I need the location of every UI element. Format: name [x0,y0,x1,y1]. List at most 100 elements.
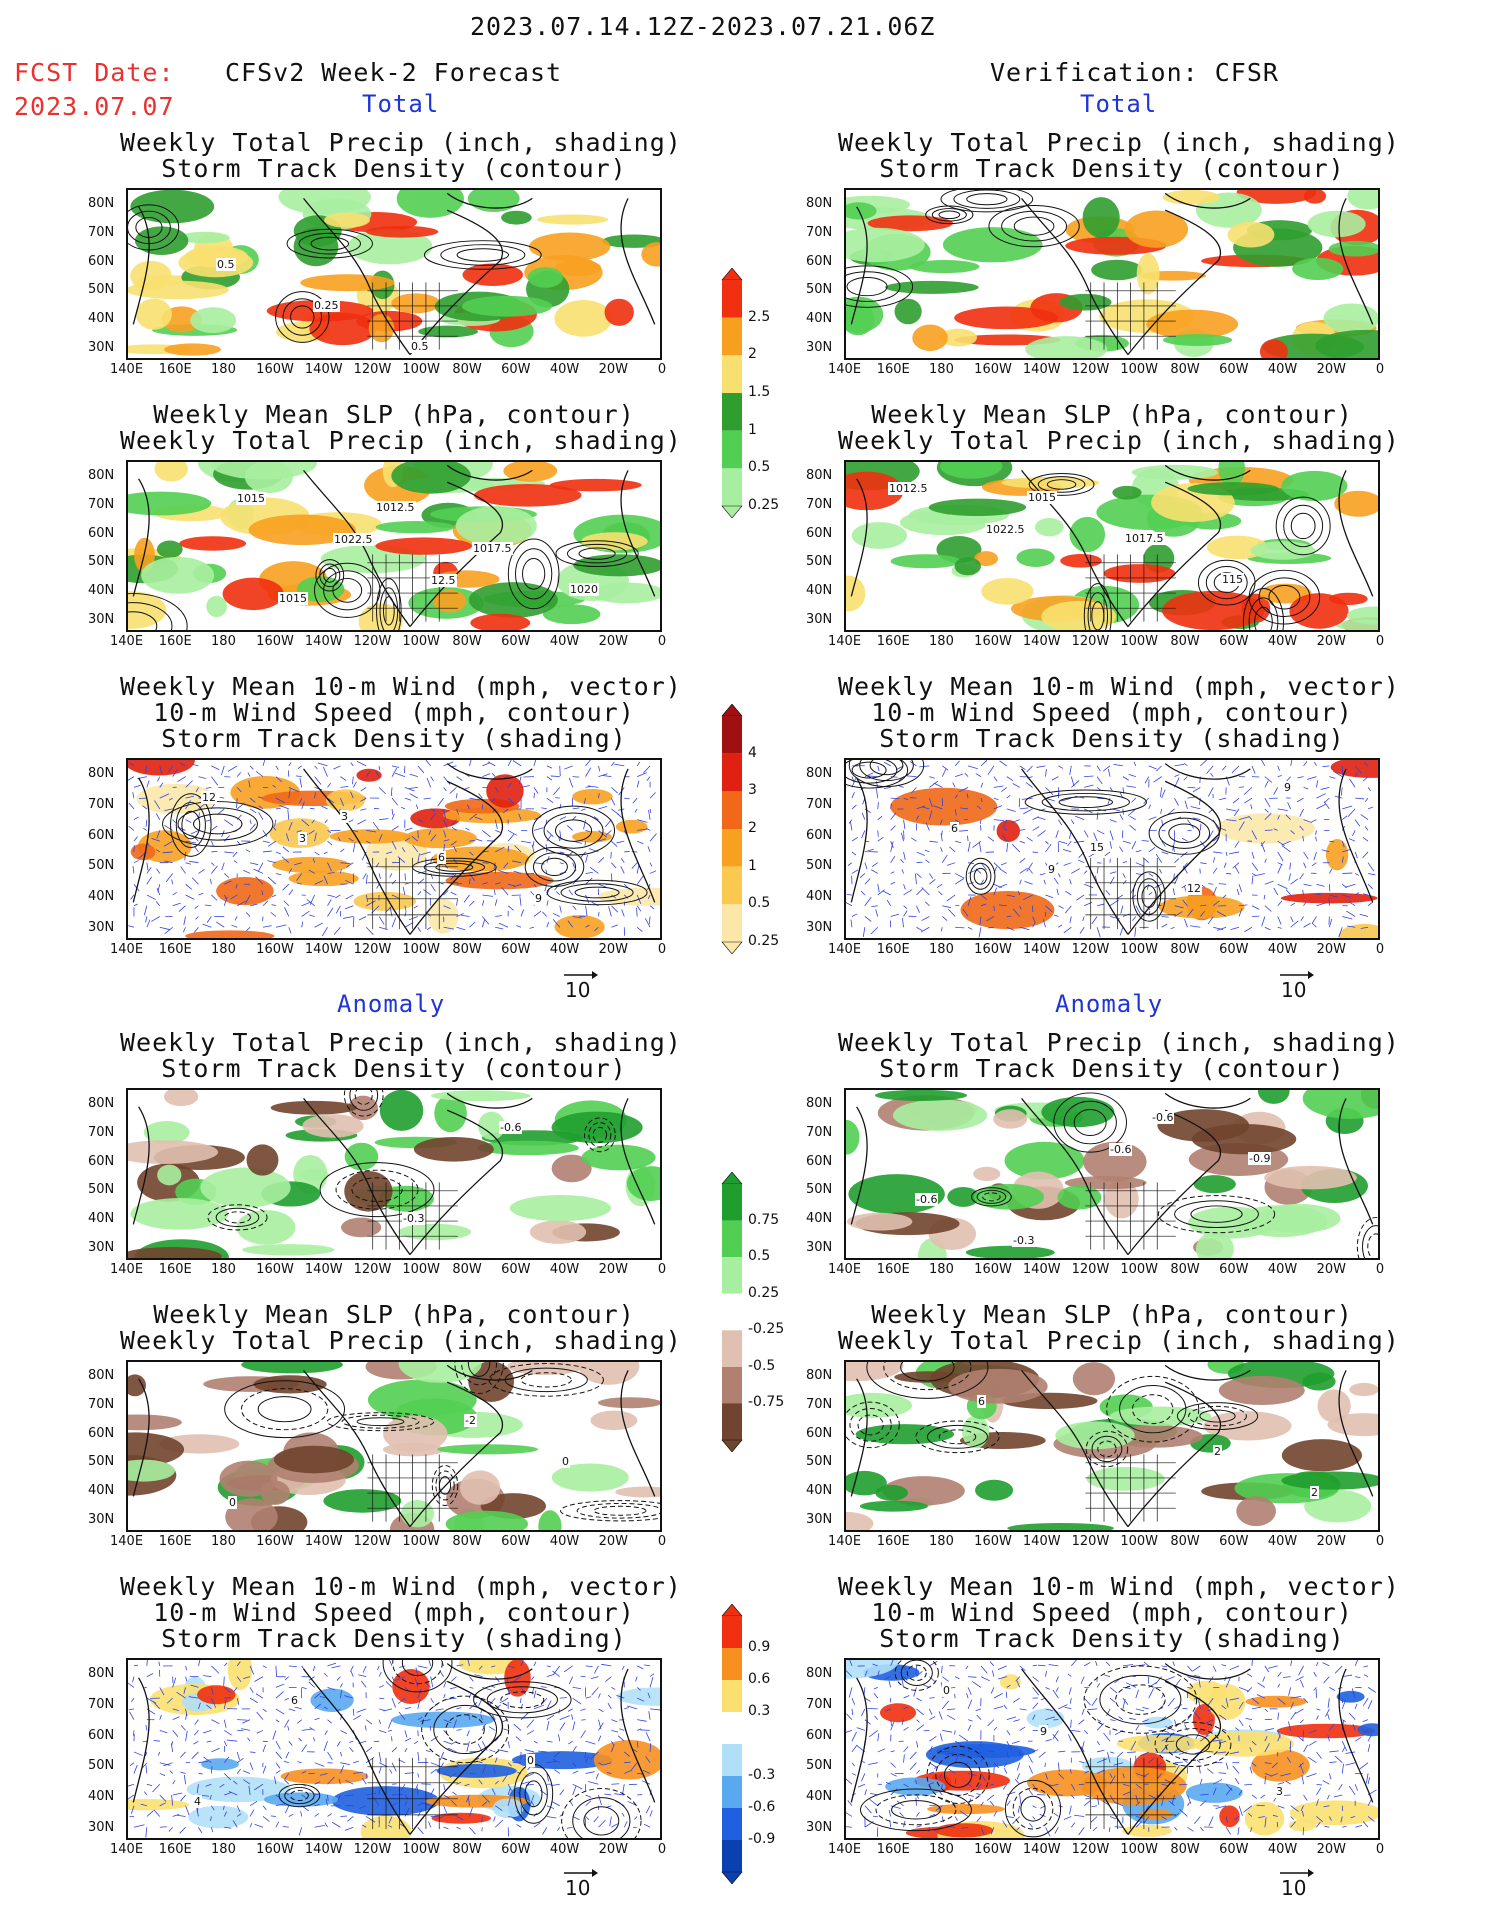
wind-vector [145,1751,148,1756]
wind-vector [1238,884,1243,892]
wind-vector [979,842,982,852]
colorbar-segment [722,1712,742,1744]
wind-vector [1065,890,1072,896]
wind-vector [313,1665,315,1672]
wind-vector [1006,1751,1009,1759]
wind-vector [227,765,238,772]
wind-vector [165,873,173,883]
contour-label: 3 [1275,1785,1284,1798]
wind-vector [1131,797,1137,803]
shading-blob [1146,309,1239,339]
wind-vector [1367,1700,1373,1710]
wind-vector [1187,908,1194,917]
wind-vector [469,873,476,882]
wind-vector [1290,1816,1295,1820]
lat-tick-label: 60N [88,827,115,843]
wind-vector [1225,1698,1229,1708]
lon-tick-label: 100W [402,1534,441,1549]
wind-vector [301,1770,307,1774]
wind-vector [443,808,446,819]
panel-title-line: Weekly Total Precip (inch, shading) [120,426,682,455]
wind-vector [1226,808,1237,812]
wind-vector [1341,1746,1346,1753]
lon-tick-label: 0 [1375,1534,1385,1549]
wind-vector [1148,911,1151,917]
wind-vector [1341,841,1345,848]
wind-vector [1246,1673,1253,1677]
wind-vector [1325,1708,1330,1717]
wind-vector [1316,780,1319,788]
shading-blob [1082,197,1120,238]
wind-vector [1148,1757,1156,1763]
shading-blob [154,462,188,482]
wind-vector [869,1799,879,1807]
lon-tick-label: 140W [1022,1842,1061,1857]
wind-vector [1096,765,1101,772]
wind-vector [890,856,896,863]
wind-vector [646,776,651,781]
lat-tick-label: 50N [806,1454,833,1470]
wind-vector [1096,787,1101,791]
wind-vector [221,862,225,871]
wind-vector [198,776,207,779]
wind-vector [890,881,896,885]
wind-vector [388,1816,393,1824]
wind-vector [1215,1805,1227,1810]
wind-vector [993,805,1003,810]
lat-tick-label: 60N [88,525,115,541]
wind-vector [236,1751,240,1760]
wind-vector [976,1714,982,1720]
colorbar-top-arrow [721,1172,743,1185]
wind-vector [340,1762,350,1766]
shading-blob [128,591,167,629]
wind-vector [975,1708,982,1712]
panel-title-line: Weekly Mean 10-m Wind (mph, vector) [838,672,1400,701]
wind-vector [482,916,490,925]
wind-vector [585,877,593,885]
shading-blob [378,1185,434,1212]
wind-vector [1221,1705,1227,1710]
wind-vector [611,1687,616,1690]
wind-vector [1333,1794,1343,1798]
coastline [850,464,1374,628]
wind-vector [1174,1761,1183,1764]
wind-vector [243,869,251,874]
contour-line [278,1783,321,1808]
date-range-title: 2023.07.14.12Z-2023.07.21.06Z [470,12,936,41]
shading-blob [478,1111,506,1141]
wind-vector [924,849,930,853]
wind-vector [885,1708,891,1712]
wind-vector [241,1728,251,1731]
wind-vector [314,765,318,770]
wind-vector [632,797,638,804]
wind-vector [447,1747,457,1753]
wind-vector [185,1730,188,1742]
wind-vector [1228,851,1240,855]
wind-vector [1316,1816,1324,1823]
wind-vector [1223,862,1227,868]
wind-vector [921,887,930,896]
wind-vector [185,780,193,788]
wind-vector [249,808,257,814]
contour-line [966,193,1008,206]
panel-title-line: Storm Track Density (shading) [161,724,627,753]
wind-vector [1161,851,1169,855]
wind-vector [1277,864,1283,874]
contour-label: 1015 [1027,491,1057,504]
wind-vector [942,1730,953,1733]
wind-vector [1142,1707,1149,1710]
shading-blob [538,1510,562,1530]
colorbar-segment [722,753,742,792]
wind-vector [1061,797,1072,802]
wind-vector [1012,783,1020,788]
wind-vector [469,921,476,928]
shading-blob [1281,1439,1363,1472]
wind-vector [890,1719,893,1726]
contour-line [1024,789,1147,815]
wind-vector [426,777,432,788]
lon-tick-label: 160E [158,1534,192,1549]
wind-vector [1155,853,1162,863]
wind-vector [416,1787,419,1795]
wind-vector [847,862,853,866]
wind-vector [954,760,960,767]
